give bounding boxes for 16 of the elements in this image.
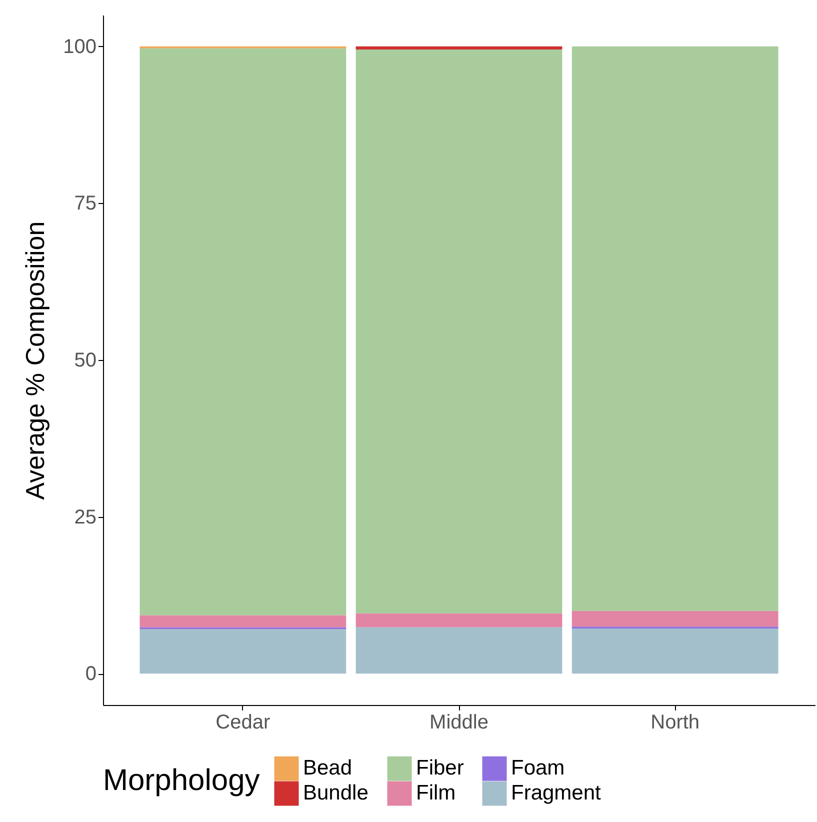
legend-label: Bundle <box>303 782 368 804</box>
x-tick-label: North <box>650 712 700 734</box>
y-tick-label: 75 <box>74 192 96 215</box>
y-tick-label: 100 <box>63 36 96 58</box>
legend-label: Bead <box>303 756 352 780</box>
y-tick-label: 25 <box>74 506 96 528</box>
y-axis-title: Average % Composition <box>20 221 50 500</box>
y-tick-label: 0 <box>85 663 96 686</box>
y-tick-label: 50 <box>74 350 96 372</box>
x-tick-label: Cedar <box>216 712 270 734</box>
legend-title: Morphology <box>103 764 260 797</box>
legend-label: Film <box>416 782 456 804</box>
legend-label: Fiber <box>416 756 464 780</box>
legend-label: Foam <box>511 756 565 780</box>
x-tick-label: Middle <box>430 712 488 734</box>
legend-label: Fragment <box>511 782 602 804</box>
